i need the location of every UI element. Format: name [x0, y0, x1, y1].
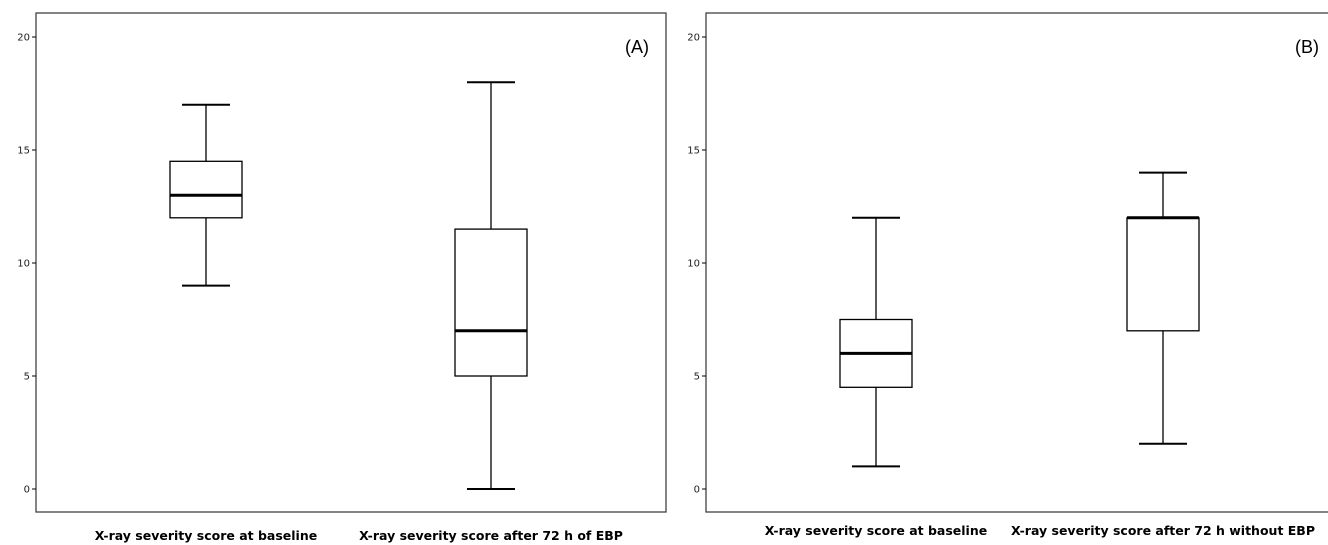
box-iqr — [169, 160, 243, 219]
y-tick-label: 15 — [687, 146, 700, 157]
plot-frame — [35, 12, 667, 513]
panel-label: (B) — [1295, 37, 1319, 57]
y-tick-label: 0 — [694, 485, 700, 496]
y-tick-label: 20 — [17, 33, 30, 44]
category-label: X-ray severity score after 72 h of EBP — [359, 528, 623, 543]
y-tick-label: 10 — [687, 259, 700, 270]
category-label: X-ray severity score at baseline — [765, 523, 987, 538]
panel-b: 0 5 10 15 20 (B) X-ray severity score at basel… — [687, 12, 1328, 538]
category-label: X-ray severity score after 72 h without … — [1011, 523, 1315, 538]
category-label: X-ray severity score at baseline — [95, 528, 317, 543]
y-tick-label: 10 — [17, 259, 30, 270]
box-iqr — [454, 228, 528, 377]
panel-a: 0 5 10 15 20 (A) X-ray severity score at basel… — [17, 12, 667, 543]
y-tick-label: 5 — [24, 372, 30, 383]
box-iqr — [1126, 217, 1200, 332]
y-tick-label: 20 — [687, 33, 700, 44]
panel-label: (A) — [625, 37, 649, 57]
y-tick-label: 15 — [17, 146, 30, 157]
y-tick-label: 0 — [24, 485, 30, 496]
plot-frame — [705, 12, 1328, 513]
y-tick-label: 5 — [694, 372, 700, 383]
